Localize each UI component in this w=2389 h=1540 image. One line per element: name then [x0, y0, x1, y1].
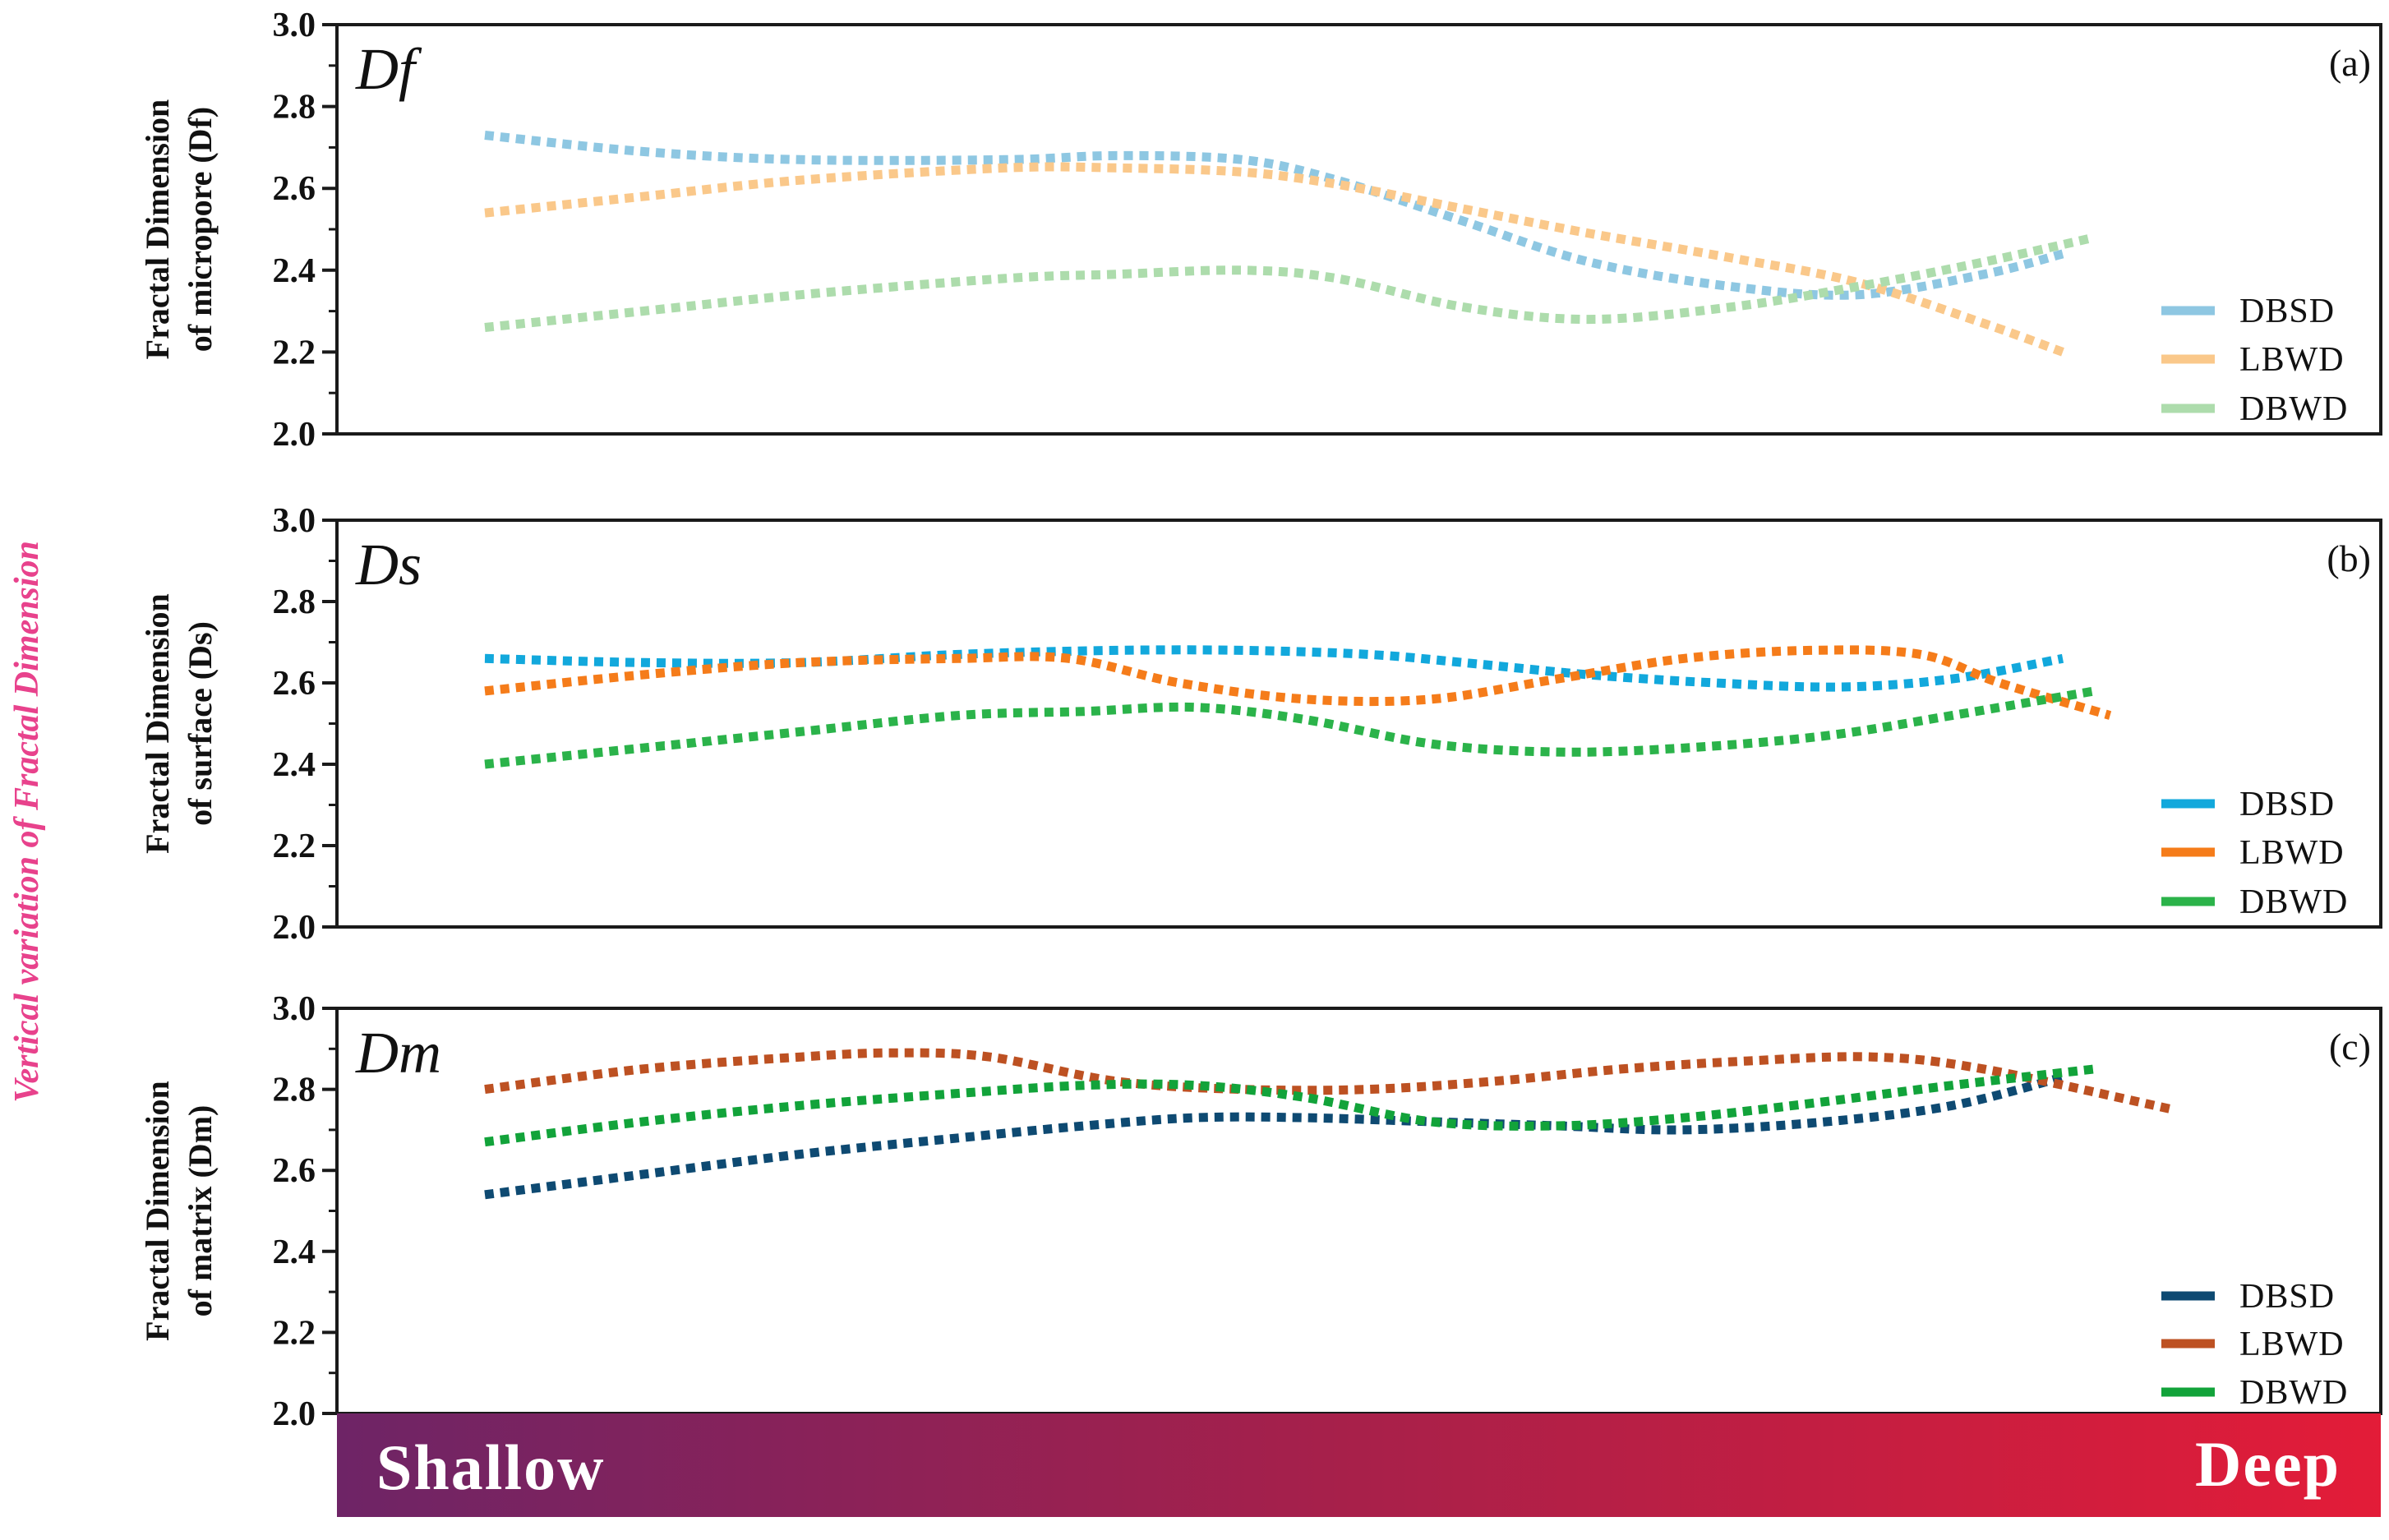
series-line-dbsd — [484, 1072, 2064, 1200]
legend-label: DBWD — [2239, 883, 2348, 921]
y-tick-label: 2.2 — [273, 1314, 316, 1352]
plot-frame — [335, 519, 2382, 929]
legend-label: DBWD — [2239, 1374, 2348, 1412]
panel-label: (a) — [2329, 42, 2371, 84]
series-line-dbwd — [484, 1064, 2096, 1147]
legend: DBSD LBWD DBWD — [2161, 786, 2348, 921]
series-line-dbwd — [484, 233, 2096, 332]
legend-label: LBWD — [2239, 341, 2345, 379]
chart-panel-1: 2.0 2.2 2.4 2.6 2.8 3.0 Fractal Dimension of mi… — [139, 7, 2382, 454]
y-tick-label: 2.4 — [273, 252, 316, 290]
y-tick-label: 2.6 — [273, 665, 316, 703]
y-tick-label: 2.6 — [273, 170, 316, 208]
legend-label: DBSD — [2239, 786, 2335, 823]
series-line-lbwd — [484, 645, 2112, 720]
y-tick-label: 2.4 — [273, 746, 316, 784]
y-tick-label: 2.0 — [273, 416, 316, 454]
y-axis-label-line: Fractal Dimension — [139, 593, 176, 854]
y-tick-label: 3.0 — [273, 7, 316, 44]
y-tick-label: 2.0 — [273, 909, 316, 947]
y-tick-label: 2.2 — [273, 828, 316, 865]
legend-label: LBWD — [2239, 1326, 2345, 1363]
series-lines — [484, 131, 2096, 357]
depth-gradient-fill — [337, 1413, 2381, 1517]
y-tick-label: 2.4 — [273, 1233, 316, 1271]
chart-panel-2: 2.0 2.2 2.4 2.6 2.8 3.0 Fractal Dimension of su… — [139, 502, 2382, 947]
y-axis-label-line: Fractal Dimension — [139, 99, 176, 360]
series-line-dbsd — [484, 131, 2064, 300]
deep-label: Deep — [2195, 1428, 2341, 1500]
y-tick-label: 2.8 — [273, 89, 316, 127]
figure-vertical-title: Vertical variation of Fractal Dimension — [8, 541, 46, 1103]
legend-label: DBSD — [2239, 293, 2335, 330]
y-axis-label-line: of surface (Ds) — [182, 621, 219, 826]
shallow-label: Shallow — [376, 1432, 605, 1503]
chart-panel-3: 2.0 2.2 2.4 2.6 2.8 3.0 Fractal Dimension of ma… — [139, 990, 2382, 1433]
y-tick-label: 3.0 — [273, 990, 316, 1028]
series-lines — [484, 1048, 2175, 1200]
series-line-lbwd — [484, 1048, 2175, 1114]
panel-label: (c) — [2329, 1026, 2371, 1067]
depth-gradient-bar: Shallow Deep — [337, 1413, 2381, 1517]
y-tick-label: 2.2 — [273, 334, 316, 371]
legend-label: DBSD — [2239, 1278, 2335, 1316]
series-line-lbwd — [484, 162, 2064, 357]
panel-tag: Ds — [355, 532, 422, 597]
legend-label: DBWD — [2239, 390, 2348, 428]
panel-tag: Dm — [355, 1020, 441, 1086]
legend: DBSD LBWD DBWD — [2161, 293, 2348, 428]
legend: DBSD LBWD DBWD — [2161, 1278, 2348, 1412]
series-line-dbwd — [484, 686, 2096, 769]
y-tick-label: 2.0 — [273, 1395, 316, 1433]
panel-tag: Df — [355, 36, 422, 102]
y-tick-label: 2.6 — [273, 1152, 316, 1190]
panel-label: (b) — [2327, 537, 2371, 579]
y-axis-label-line: of matrix (Dm) — [182, 1105, 219, 1317]
series-lines — [484, 645, 2112, 769]
y-axis-label-line: of micropore (Df) — [182, 107, 219, 352]
y-tick-label: 3.0 — [273, 502, 316, 540]
plot-frame — [335, 23, 2382, 436]
y-tick-label: 2.8 — [273, 1072, 316, 1109]
legend-label: LBWD — [2239, 834, 2345, 872]
y-tick-label: 2.8 — [273, 583, 316, 621]
y-axis-label-line: Fractal Dimension — [139, 1081, 176, 1341]
